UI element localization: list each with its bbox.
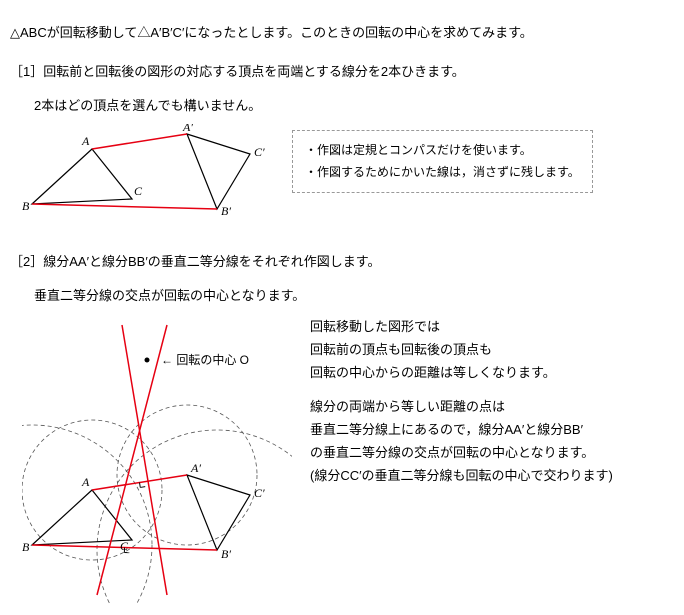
step1-heading: ［1］回転前と回転後の図形の対応する頂点を両端とする線分を2本ひきます。 bbox=[10, 62, 674, 83]
side-b2: 垂直二等分線上にあるので，線分AA′と線分BB′ bbox=[310, 420, 613, 441]
svg-text:← 回転の中心 O: ← 回転の中心 O bbox=[161, 352, 249, 367]
side-b1: 線分の両端から等しい距離の点は bbox=[310, 397, 613, 418]
figure-2: ← 回転の中心 O A B C A′ B′ C′ bbox=[22, 315, 292, 605]
svg-text:B: B bbox=[22, 199, 30, 213]
svg-text:A: A bbox=[81, 475, 90, 489]
figure-1: A B C A′ B′ C′ bbox=[22, 124, 272, 224]
side-text: 回転移動した図形では 回転前の頂点も回転後の頂点も 回転の中心からの距離は等しく… bbox=[310, 315, 613, 489]
side-b4: (線分CC′の垂直二等分線も回転の中心で交わります) bbox=[310, 466, 613, 487]
side-a2: 回転前の頂点も回転後の頂点も bbox=[310, 340, 613, 361]
step2-sub: 垂直二等分線の交点が回転の中心となります。 bbox=[34, 286, 674, 307]
svg-text:B′: B′ bbox=[221, 547, 231, 561]
svg-text:A′: A′ bbox=[182, 124, 193, 134]
svg-text:A′: A′ bbox=[190, 461, 201, 475]
svg-text:C: C bbox=[120, 539, 129, 553]
svg-text:B′: B′ bbox=[221, 204, 231, 218]
svg-text:C: C bbox=[134, 184, 143, 198]
svg-text:A: A bbox=[81, 134, 90, 148]
note-line-2: ・作図するためにかいた線は，消さずに残します。 bbox=[305, 163, 580, 182]
svg-text:C′: C′ bbox=[254, 145, 265, 159]
side-b3: の垂直二等分線の交点が回転の中心となります。 bbox=[310, 443, 613, 464]
svg-text:B: B bbox=[22, 540, 30, 554]
svg-text:C′: C′ bbox=[254, 486, 265, 500]
step1-sub: 2本はどの頂点を選んでも構いません。 bbox=[34, 96, 674, 117]
step2-heading: ［2］線分AA′と線分BB′の垂直二等分線をそれぞれ作図します。 bbox=[10, 252, 674, 273]
intro-text: △ABCが回転移動して△A′B′C′になったとします。このときの回転の中心を求め… bbox=[10, 23, 674, 44]
side-a3: 回転の中心からの距離は等しくなります。 bbox=[310, 363, 613, 384]
side-a1: 回転移動した図形では bbox=[310, 317, 613, 338]
note-box: ・作図は定規とコンパスだけを使います。 ・作図するためにかいた線は，消さずに残し… bbox=[292, 130, 593, 192]
note-line-1: ・作図は定規とコンパスだけを使います。 bbox=[305, 141, 580, 160]
